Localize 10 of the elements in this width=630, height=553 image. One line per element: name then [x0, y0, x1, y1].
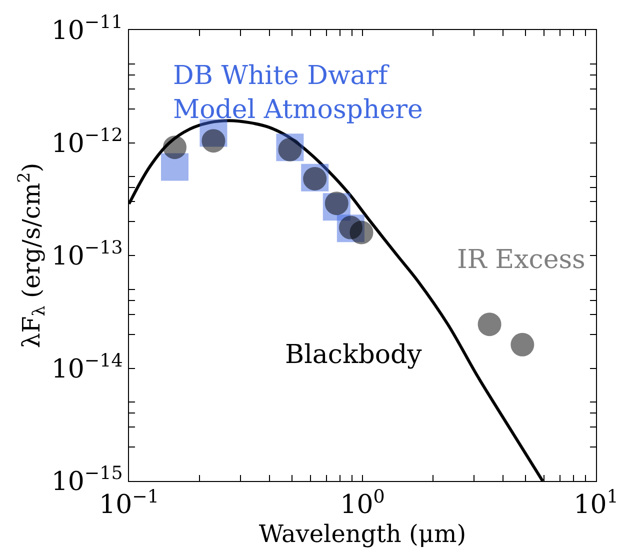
y-tick-label: 10$^{−11}$ [51, 12, 123, 46]
x-tick-label: 10$^{0}$ [340, 486, 385, 520]
x-axis-title: Wavelength (μm) [258, 520, 466, 548]
annotation: DB White Dwarf Model Atmosphere [173, 61, 423, 125]
y-tick-label: 10$^{−14}$ [51, 350, 123, 384]
y-tick-label: 10$^{−12}$ [51, 124, 123, 159]
annotation: IR Excess [457, 245, 586, 275]
y-tick-label: 10$^{−13}$ [51, 238, 123, 272]
x-tick-label: 10$^{1}$ [574, 486, 618, 520]
annotation: Blackbody [285, 340, 422, 370]
